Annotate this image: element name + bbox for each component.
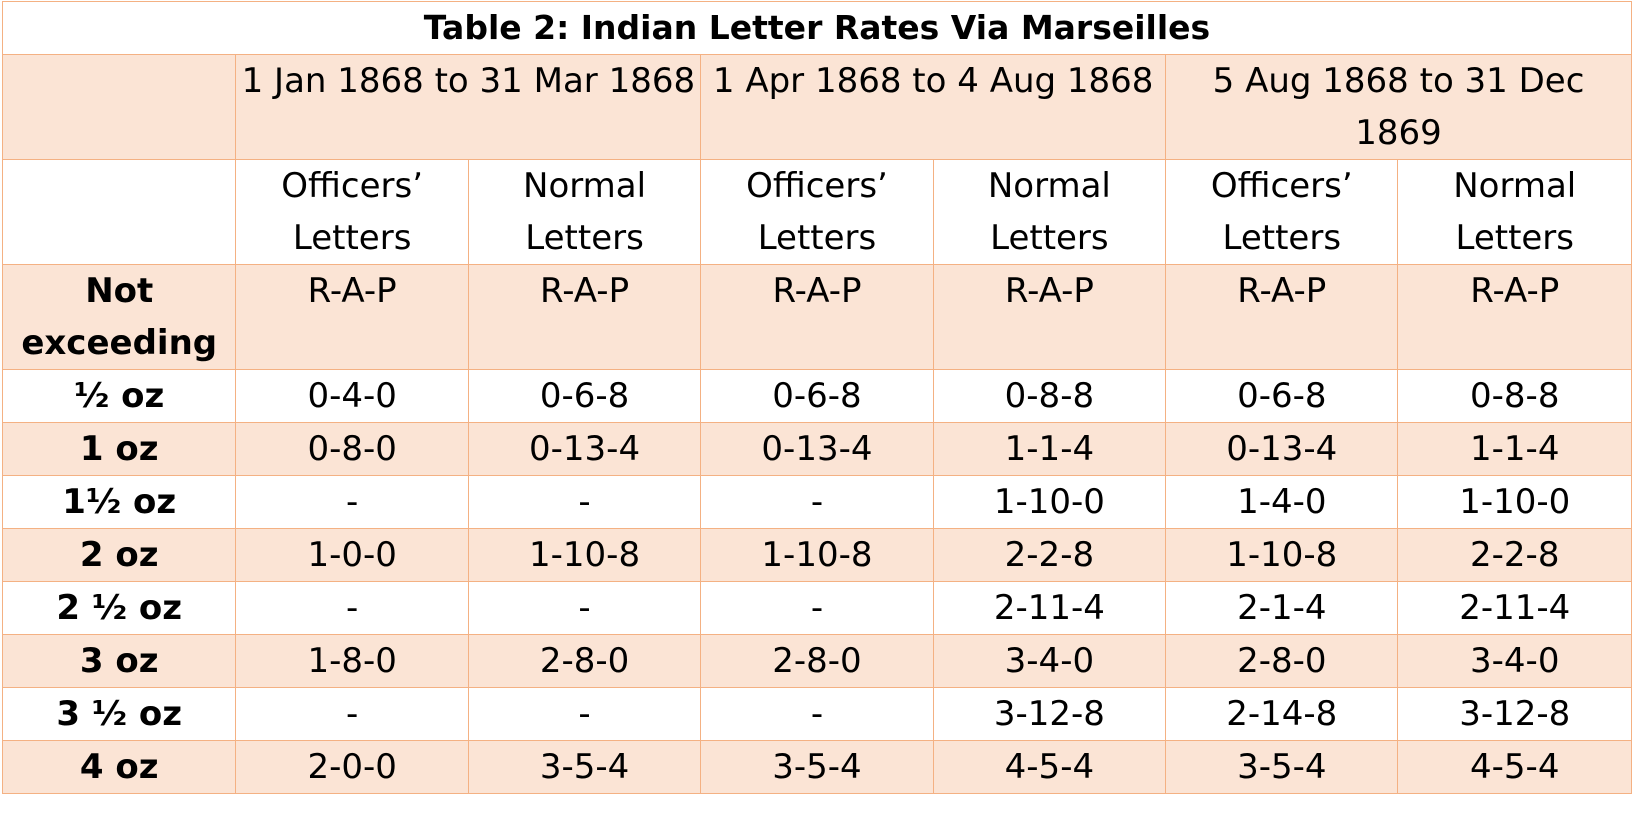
weight-label: ½ oz <box>1 369 237 423</box>
weight-label: 2 ½ oz <box>1 581 237 635</box>
rate-cell: 3-12-8 <box>932 687 1167 741</box>
weight-label: 3 ½ oz <box>1 687 237 741</box>
letter-rates-table: Table 2: Indian Letter Rates Via Marseil… <box>1 1 1632 794</box>
rate-cell: 0-8-8 <box>932 369 1167 423</box>
unit-label: R-A-P <box>1397 264 1632 370</box>
period-header: 1 Jan 1868 to 31 Mar 1868 <box>235 54 702 160</box>
rate-cell: 1-10-0 <box>1397 475 1632 529</box>
rate-cell: 3-5-4 <box>467 740 702 794</box>
rate-cell: - <box>235 475 469 529</box>
rate-cell: 2-0-0 <box>235 740 469 794</box>
period-header: 1 Apr 1868 to 4 Aug 1868 <box>700 54 1167 160</box>
unit-label: R-A-P <box>700 264 934 370</box>
period-header: 5 Aug 1868 to 31 Dec 1869 <box>1165 54 1632 160</box>
rate-cell: 1-10-8 <box>1165 528 1399 582</box>
table-row: 2 ½ oz - - - 2-11-4 2-1-4 2-11-4 <box>1 581 1632 635</box>
letter-type-header: Normal Letters <box>467 159 702 265</box>
rate-cell: 1-10-8 <box>467 528 702 582</box>
table-title: Table 2: Indian Letter Rates Via Marseil… <box>2 1 1632 55</box>
rate-cell: 2-8-0 <box>467 634 702 688</box>
table-row: 1 oz 0-8-0 0-13-4 0-13-4 1-1-4 0-13-4 1-… <box>1 422 1632 476</box>
rate-cell: 0-8-0 <box>235 422 469 476</box>
rate-cell: 3-4-0 <box>1397 634 1632 688</box>
rate-cell: 2-2-8 <box>1397 528 1632 582</box>
rate-cell: 4-5-4 <box>932 740 1167 794</box>
rate-cell: 2-8-0 <box>1165 634 1399 688</box>
period-header-row: 1 Jan 1868 to 31 Mar 1868 1 Apr 1868 to … <box>1 54 1632 160</box>
rate-cell: 3-12-8 <box>1397 687 1632 741</box>
table-row: 4 oz 2-0-0 3-5-4 3-5-4 4-5-4 3-5-4 4-5-4 <box>1 740 1632 794</box>
rate-cell: 0-13-4 <box>1165 422 1399 476</box>
table-row: 2 oz 1-0-0 1-10-8 1-10-8 2-2-8 1-10-8 2-… <box>1 528 1632 582</box>
letter-type-header: Officers’ Letters <box>1165 159 1399 265</box>
rate-cell: - <box>700 581 934 635</box>
rate-cell: 3-5-4 <box>1165 740 1399 794</box>
rate-cell: 0-6-8 <box>467 369 702 423</box>
rate-cell: 2-11-4 <box>932 581 1167 635</box>
corner-cell <box>1 159 237 265</box>
rate-cell: 4-5-4 <box>1397 740 1632 794</box>
rate-cell: 0-8-8 <box>1397 369 1632 423</box>
corner-cell <box>1 54 237 160</box>
table-row: 3 oz 1-8-0 2-8-0 2-8-0 3-4-0 2-8-0 3-4-0 <box>1 634 1632 688</box>
not-exceeding-label: Not exceeding <box>1 264 237 370</box>
rate-cell: 3-5-4 <box>700 740 934 794</box>
unit-label: R-A-P <box>932 264 1167 370</box>
units-row: Not exceeding R-A-P R-A-P R-A-P R-A-P R-… <box>1 264 1632 370</box>
letter-type-header: Officers’ Letters <box>700 159 934 265</box>
rate-cell: 2-1-4 <box>1165 581 1399 635</box>
weight-label: 4 oz <box>1 740 237 794</box>
unit-label: R-A-P <box>467 264 702 370</box>
table-row: 3 ½ oz - - - 3-12-8 2-14-8 3-12-8 <box>1 687 1632 741</box>
rate-cell: 1-8-0 <box>235 634 469 688</box>
rate-cell: 3-4-0 <box>932 634 1167 688</box>
rate-cell: 2-8-0 <box>700 634 934 688</box>
rate-cell: - <box>467 687 702 741</box>
rate-cell: 1-1-4 <box>932 422 1167 476</box>
letter-type-row: Officers’ Letters Normal Letters Officer… <box>1 159 1632 265</box>
letter-type-header: Officers’ Letters <box>235 159 469 265</box>
weight-label: 1½ oz <box>1 475 237 529</box>
rate-cell: 0-4-0 <box>235 369 469 423</box>
unit-label: R-A-P <box>235 264 469 370</box>
rate-cell: 0-13-4 <box>700 422 934 476</box>
weight-label: 3 oz <box>1 634 237 688</box>
rate-cell: 0-6-8 <box>1165 369 1399 423</box>
weight-label: 2 oz <box>1 528 237 582</box>
rate-cell: 0-13-4 <box>467 422 702 476</box>
table-row: ½ oz 0-4-0 0-6-8 0-6-8 0-8-8 0-6-8 0-8-8 <box>1 369 1632 423</box>
rate-cell: 0-6-8 <box>700 369 934 423</box>
letter-type-header: Normal Letters <box>932 159 1167 265</box>
rate-cell: 2-2-8 <box>932 528 1167 582</box>
weight-label: 1 oz <box>1 422 237 476</box>
rate-cell: 1-10-0 <box>932 475 1167 529</box>
rate-cell: - <box>235 581 469 635</box>
rate-cell: - <box>235 687 469 741</box>
letter-type-header: Normal Letters <box>1397 159 1632 265</box>
table-row: 1½ oz - - - 1-10-0 1-4-0 1-10-0 <box>1 475 1632 529</box>
rate-cell: - <box>467 581 702 635</box>
rate-cell: - <box>467 475 702 529</box>
rate-cell: 1-1-4 <box>1397 422 1632 476</box>
rate-cell: 1-0-0 <box>235 528 469 582</box>
rate-cell: 2-11-4 <box>1397 581 1632 635</box>
rate-cell: 1-10-8 <box>700 528 934 582</box>
rate-cell: - <box>700 475 934 529</box>
unit-label: R-A-P <box>1165 264 1399 370</box>
rate-cell: - <box>700 687 934 741</box>
rate-cell: 1-4-0 <box>1165 475 1399 529</box>
rate-cell: 2-14-8 <box>1165 687 1399 741</box>
